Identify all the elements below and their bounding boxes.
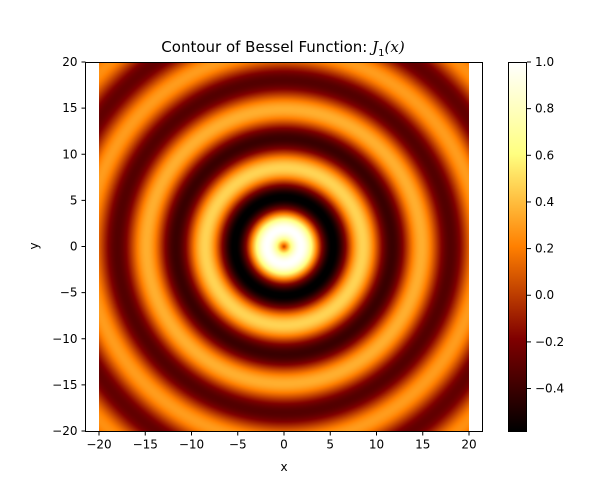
x-tick-label: 5 xyxy=(326,438,334,452)
colorbar-tick-label: 0.0 xyxy=(535,288,554,302)
x-tick-label: −20 xyxy=(86,438,111,452)
y-axis-label: y xyxy=(27,242,41,249)
x-axis-label: x xyxy=(280,460,287,474)
heatmap-area xyxy=(99,62,469,431)
colorbar-tick-label: 0.8 xyxy=(535,102,554,116)
y-tick-label: −5 xyxy=(60,286,78,300)
chart-title: Contour of Bessel Function: J1(x) xyxy=(161,38,405,59)
colorbar-tick-label: 0.6 xyxy=(535,148,554,162)
x-tick-label: −10 xyxy=(179,438,204,452)
colorbar-gradient xyxy=(508,62,527,431)
y-tick-label: −20 xyxy=(52,424,77,438)
y-tick-label: 15 xyxy=(62,101,77,115)
colorbar-tick-label: −0.2 xyxy=(535,335,564,349)
y-tick-label: 20 xyxy=(62,55,77,69)
y-tick-label: 5 xyxy=(70,193,78,207)
y-tick-label: 0 xyxy=(70,240,78,254)
x-tick-label: 15 xyxy=(415,438,430,452)
y-tick-label: −10 xyxy=(52,332,77,346)
y-axis: −20 −15 −10 −5 0 5 10 15 20 xyxy=(52,55,86,438)
heatmap-image xyxy=(99,62,469,431)
x-tick-label: 20 xyxy=(461,438,476,452)
colorbar: −0.4 −0.2 0.0 0.2 0.4 0.6 0.8 1.0 xyxy=(508,55,564,432)
colorbar-ticks: −0.4 −0.2 0.0 0.2 0.4 0.6 0.8 1.0 xyxy=(527,55,564,396)
colorbar-tick-label: −0.4 xyxy=(535,382,564,396)
x-axis: −20 −15 −10 −5 0 5 10 15 20 xyxy=(86,431,477,452)
y-tick-label: 10 xyxy=(62,147,77,161)
x-tick-label: 10 xyxy=(369,438,384,452)
colorbar-frame xyxy=(508,62,527,432)
x-tick-label: 0 xyxy=(280,438,288,452)
y-tick-label: −15 xyxy=(52,378,77,392)
colorbar-tick-label: 1.0 xyxy=(535,55,554,69)
x-tick-label: −5 xyxy=(229,438,247,452)
x-tick-label: −15 xyxy=(133,438,158,452)
colorbar-tick-label: 0.2 xyxy=(535,242,554,256)
colorbar-tick-label: 0.4 xyxy=(535,195,554,209)
